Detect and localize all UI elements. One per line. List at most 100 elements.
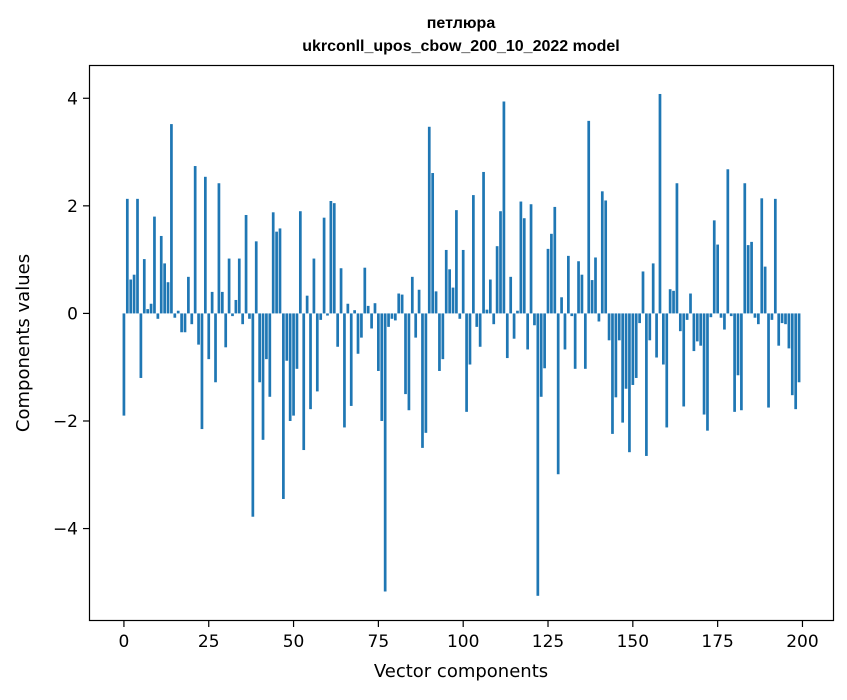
bar-component-70 xyxy=(360,313,363,338)
bar-component-40 xyxy=(258,313,261,383)
bar-component-144 xyxy=(611,313,614,434)
bar-component-3 xyxy=(132,274,136,314)
bar-component-34 xyxy=(237,258,241,314)
bar-component-61 xyxy=(329,201,333,314)
bar-component-135 xyxy=(580,274,584,314)
bar-component-69 xyxy=(356,313,360,354)
bar-component-49 xyxy=(288,313,292,421)
bar-component-33 xyxy=(234,299,238,314)
bar-component-110 xyxy=(495,246,499,314)
bar-component-9 xyxy=(153,216,156,314)
bar-component-130 xyxy=(563,313,567,350)
bar-component-167 xyxy=(689,293,692,314)
bar-component-52 xyxy=(298,211,302,314)
bar-component-45 xyxy=(275,231,278,314)
bar-component-140 xyxy=(597,313,601,322)
bar-component-15 xyxy=(173,313,177,318)
x-tick-label: 75 xyxy=(368,632,390,652)
bar-component-60 xyxy=(326,313,329,316)
bar-component-126 xyxy=(550,233,553,314)
bar-component-115 xyxy=(512,313,516,339)
bar-component-182 xyxy=(740,313,743,411)
bar-component-125 xyxy=(546,248,550,314)
bar-component-154 xyxy=(645,313,648,456)
bar-component-151 xyxy=(634,313,638,378)
bar-component-193 xyxy=(777,313,781,346)
bar-component-108 xyxy=(488,279,492,314)
y-tick-label: 4 xyxy=(67,89,78,109)
bar-component-71 xyxy=(363,267,367,314)
bar-component-188 xyxy=(760,198,764,314)
bar-component-72 xyxy=(366,305,370,314)
bar-component-38 xyxy=(251,313,255,517)
bar-component-197 xyxy=(790,313,794,396)
bar-component-141 xyxy=(600,191,604,314)
bar-component-62 xyxy=(332,203,336,314)
bar-component-67 xyxy=(349,313,353,406)
bar-component-173 xyxy=(709,313,713,318)
bar-component-48 xyxy=(285,313,289,361)
bar-component-191 xyxy=(770,313,774,320)
bar-component-13 xyxy=(166,282,170,314)
bar-component-121 xyxy=(533,313,536,326)
bar-component-178 xyxy=(726,169,730,314)
bar-component-27 xyxy=(214,313,217,383)
bar-component-11 xyxy=(159,235,163,314)
bar-component-19 xyxy=(187,276,190,314)
bar-component-189 xyxy=(763,266,767,314)
bar-component-20 xyxy=(190,313,194,325)
bar-component-199 xyxy=(797,313,801,383)
bar-component-168 xyxy=(692,313,696,352)
bar-component-170 xyxy=(699,313,703,346)
bar-component-36 xyxy=(244,214,248,314)
bar-component-4 xyxy=(136,198,139,314)
bar-component-171 xyxy=(702,313,706,415)
bar-component-64 xyxy=(339,268,343,314)
bar-component-95 xyxy=(444,249,448,314)
plot-frame xyxy=(88,64,835,622)
bar-component-132 xyxy=(570,313,574,317)
bar-component-86 xyxy=(414,313,418,338)
bar-component-8 xyxy=(149,303,153,314)
bar-component-29 xyxy=(220,291,224,314)
y-tick-label: −4 xyxy=(53,520,78,540)
bar-component-47 xyxy=(282,313,285,499)
bar-component-114 xyxy=(509,276,513,314)
bar-component-31 xyxy=(227,258,231,314)
bar-component-18 xyxy=(183,313,187,333)
bar-component-0 xyxy=(122,313,126,416)
bar-component-58 xyxy=(319,313,323,320)
bar-component-146 xyxy=(617,313,621,341)
bar-component-158 xyxy=(658,93,662,314)
bar-component-6 xyxy=(142,259,146,314)
bar-component-97 xyxy=(451,287,455,314)
bar-component-192 xyxy=(773,198,777,314)
bar-component-21 xyxy=(193,166,197,314)
bar-component-159 xyxy=(662,313,665,365)
bar-component-63 xyxy=(336,313,340,347)
bar-component-88 xyxy=(421,313,424,448)
bar-component-66 xyxy=(346,303,350,314)
bar-component-89 xyxy=(424,313,428,433)
bar-component-56 xyxy=(312,258,316,314)
bar-component-53 xyxy=(302,313,306,451)
y-tick-label: −2 xyxy=(53,412,78,432)
bar-component-133 xyxy=(573,313,577,369)
bar-component-90 xyxy=(427,126,431,314)
bar-component-91 xyxy=(431,173,435,314)
x-tick-label: 100 xyxy=(447,632,479,652)
y-axis-label: Components values xyxy=(13,254,34,432)
bar-component-55 xyxy=(309,313,312,410)
bar-component-147 xyxy=(621,313,625,423)
bar-component-94 xyxy=(441,313,445,360)
bar-component-179 xyxy=(729,313,733,317)
bar-component-160 xyxy=(665,313,669,428)
x-tick-label: 150 xyxy=(617,632,649,652)
bar-component-119 xyxy=(526,313,530,350)
bar-component-134 xyxy=(577,261,580,314)
bar-component-185 xyxy=(750,241,753,314)
bar-component-142 xyxy=(604,200,608,314)
bar-component-139 xyxy=(594,257,597,314)
bar-component-30 xyxy=(224,313,228,348)
y-tick-label: 0 xyxy=(67,304,78,324)
